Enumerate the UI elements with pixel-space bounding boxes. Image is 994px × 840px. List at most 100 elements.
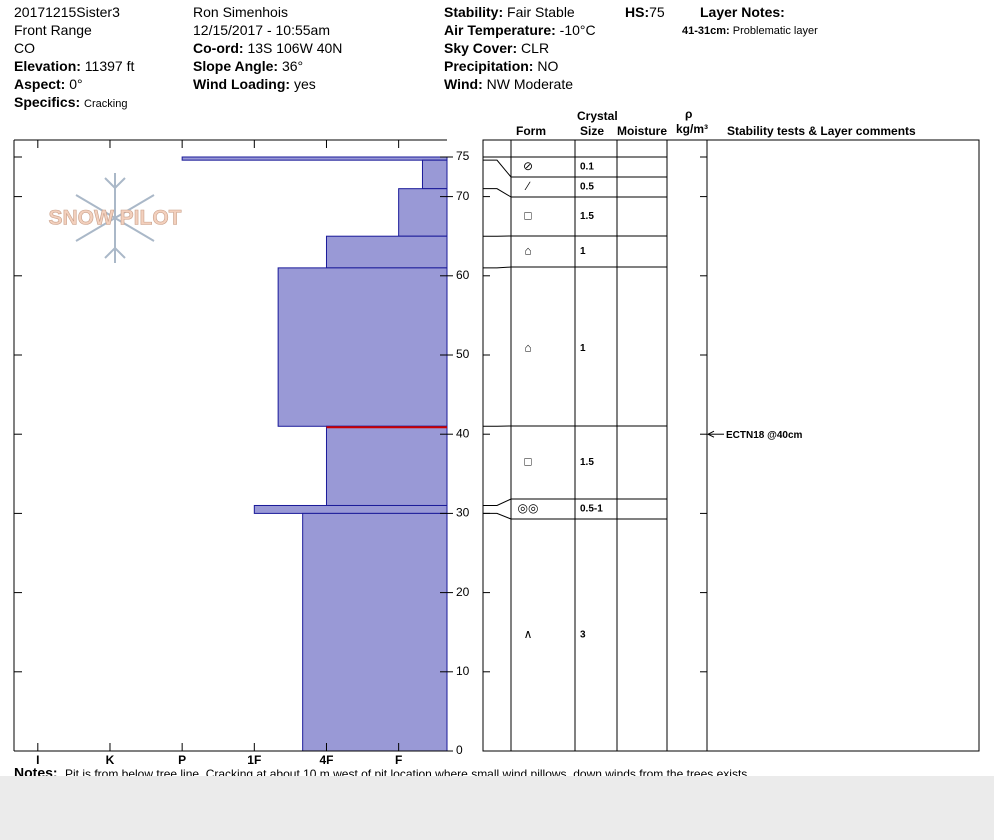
field-label: Specifics: — [14, 94, 81, 110]
header-text: CO — [14, 40, 35, 56]
grain-size: 0.5 — [580, 182, 594, 193]
logo-arm — [75, 194, 155, 242]
header-text: 20171215Sister3 — [14, 4, 120, 20]
header-field: Air Temperature: -10°C — [444, 22, 596, 38]
hardness-layer — [325, 425, 448, 506]
header-text: Front Range — [14, 22, 92, 38]
field-label: Wind: — [444, 76, 483, 92]
field-value: 11397 ft — [84, 58, 135, 74]
header-field: Elevation: 11397 ft — [14, 58, 134, 74]
y-tick-label: 70 — [456, 189, 470, 203]
header-line: Front Range — [14, 22, 92, 38]
header-field: Wind: NW Moderate — [444, 76, 573, 92]
y-tick-label: 10 — [456, 664, 470, 678]
header-field: Specifics: Cracking — [14, 94, 127, 112]
logo-text: SNOW PILOT — [49, 207, 182, 230]
layer-notes-title: Layer Notes: — [700, 4, 785, 20]
grain-form: ⌂ — [524, 244, 531, 258]
field-value: NO — [537, 58, 559, 74]
logo — [75, 173, 155, 263]
y-tick-label: 0 — [456, 743, 463, 757]
grain-form: ⌂ — [524, 341, 531, 355]
logo-branch — [104, 177, 126, 190]
table-header: Crystal — [577, 109, 618, 123]
field-value: 0° — [69, 76, 83, 92]
table-frame — [482, 139, 980, 752]
hardness-layer — [325, 235, 448, 269]
field-value: 75 — [649, 4, 665, 20]
table-header: Size — [580, 124, 604, 138]
header-field: Wind Loading: yes — [193, 76, 316, 92]
footer-band — [0, 776, 994, 840]
grain-size: 1.5 — [580, 211, 594, 222]
field-label: 41-31cm: — [682, 25, 730, 37]
field-label: Slope Angle: — [193, 58, 279, 74]
grain-form: □ — [524, 209, 531, 223]
grain-size: 1 — [580, 343, 586, 354]
grain-size: 0.5-1 — [580, 504, 603, 515]
field-label: Precipitation: — [444, 58, 534, 74]
layer-connector — [483, 498, 512, 506]
header-field: Precipitation: NO — [444, 58, 558, 74]
table-header: Stability tests & Layer comments — [727, 124, 916, 138]
field-label: Wind Loading: — [193, 76, 291, 92]
header-field: Slope Angle: 36° — [193, 58, 303, 74]
field-value: yes — [293, 76, 316, 92]
field-label: Stability: — [444, 4, 504, 20]
field-label: Air Temperature: — [444, 22, 556, 38]
table-header: Form — [516, 124, 546, 138]
field-label: Layer Notes: — [700, 4, 785, 20]
hardness-layer — [398, 188, 448, 237]
header-text: 12/15/2017 - 10:55am — [193, 22, 330, 38]
header-line: CO — [14, 40, 35, 56]
field-label: Aspect: — [14, 76, 66, 92]
y-tick-label: 75 — [456, 149, 470, 163]
field-value: -10°C — [559, 22, 596, 38]
field-value: NW Moderate — [486, 76, 573, 92]
x-tick-label: F — [395, 753, 402, 767]
field-value: Problematic layer — [732, 25, 818, 37]
y-tick-label: 30 — [456, 506, 470, 520]
x-tick-label: K — [106, 753, 115, 767]
field-value: Cracking — [84, 98, 128, 110]
header-line: Ron Simenhois — [193, 4, 288, 20]
snow-height: HS:75 — [625, 4, 665, 20]
field-label: Sky Cover: — [444, 40, 518, 56]
table-header: kg/m³ — [676, 122, 708, 136]
layer-connector — [483, 266, 512, 269]
field-value: 36° — [281, 58, 304, 74]
y-tick-label: 60 — [456, 268, 470, 282]
grain-form: ∕ — [524, 179, 531, 193]
y-tick-label: 40 — [456, 426, 470, 440]
grain-size: 1.5 — [580, 457, 594, 468]
field-label: HS: — [625, 4, 650, 20]
y-tick-label: 50 — [456, 347, 470, 361]
hardness-layer — [277, 267, 448, 427]
grain-form: ◎◎ — [518, 501, 539, 515]
grain-form: □ — [524, 455, 531, 469]
header-text: Ron Simenhois — [193, 4, 288, 20]
grain-form: ∧ — [524, 627, 533, 641]
x-tick-label: P — [178, 753, 186, 767]
field-value: Fair Stable — [507, 4, 575, 20]
header-field: Co-ord: 13S 106W 40N — [193, 40, 342, 56]
field-value: 13S 106W 40N — [247, 40, 343, 56]
field-label: Co-ord: — [193, 40, 244, 56]
grain-size: 3 — [580, 630, 586, 641]
table-header: Moisture — [617, 124, 667, 138]
hardness-layer — [181, 156, 448, 161]
header-line: 12/15/2017 - 10:55am — [193, 22, 330, 38]
header-field: Aspect: 0° — [14, 76, 83, 92]
field-label: Elevation: — [14, 58, 81, 74]
chart-body: 0 10 20 30 40 50 60 70 75 I K P 1F 4F F Crystal Form Size… — [13, 107, 980, 767]
grain-size: 0.1 — [580, 162, 594, 173]
table-header: ρ — [685, 107, 692, 121]
hardness-layer — [253, 504, 448, 514]
grain-size: 1 — [580, 246, 586, 257]
hardness-layer — [421, 159, 448, 190]
layer-connector — [483, 188, 512, 198]
x-tick-label: 4F — [319, 753, 333, 767]
header-line: 20171215Sister3 — [14, 4, 120, 20]
